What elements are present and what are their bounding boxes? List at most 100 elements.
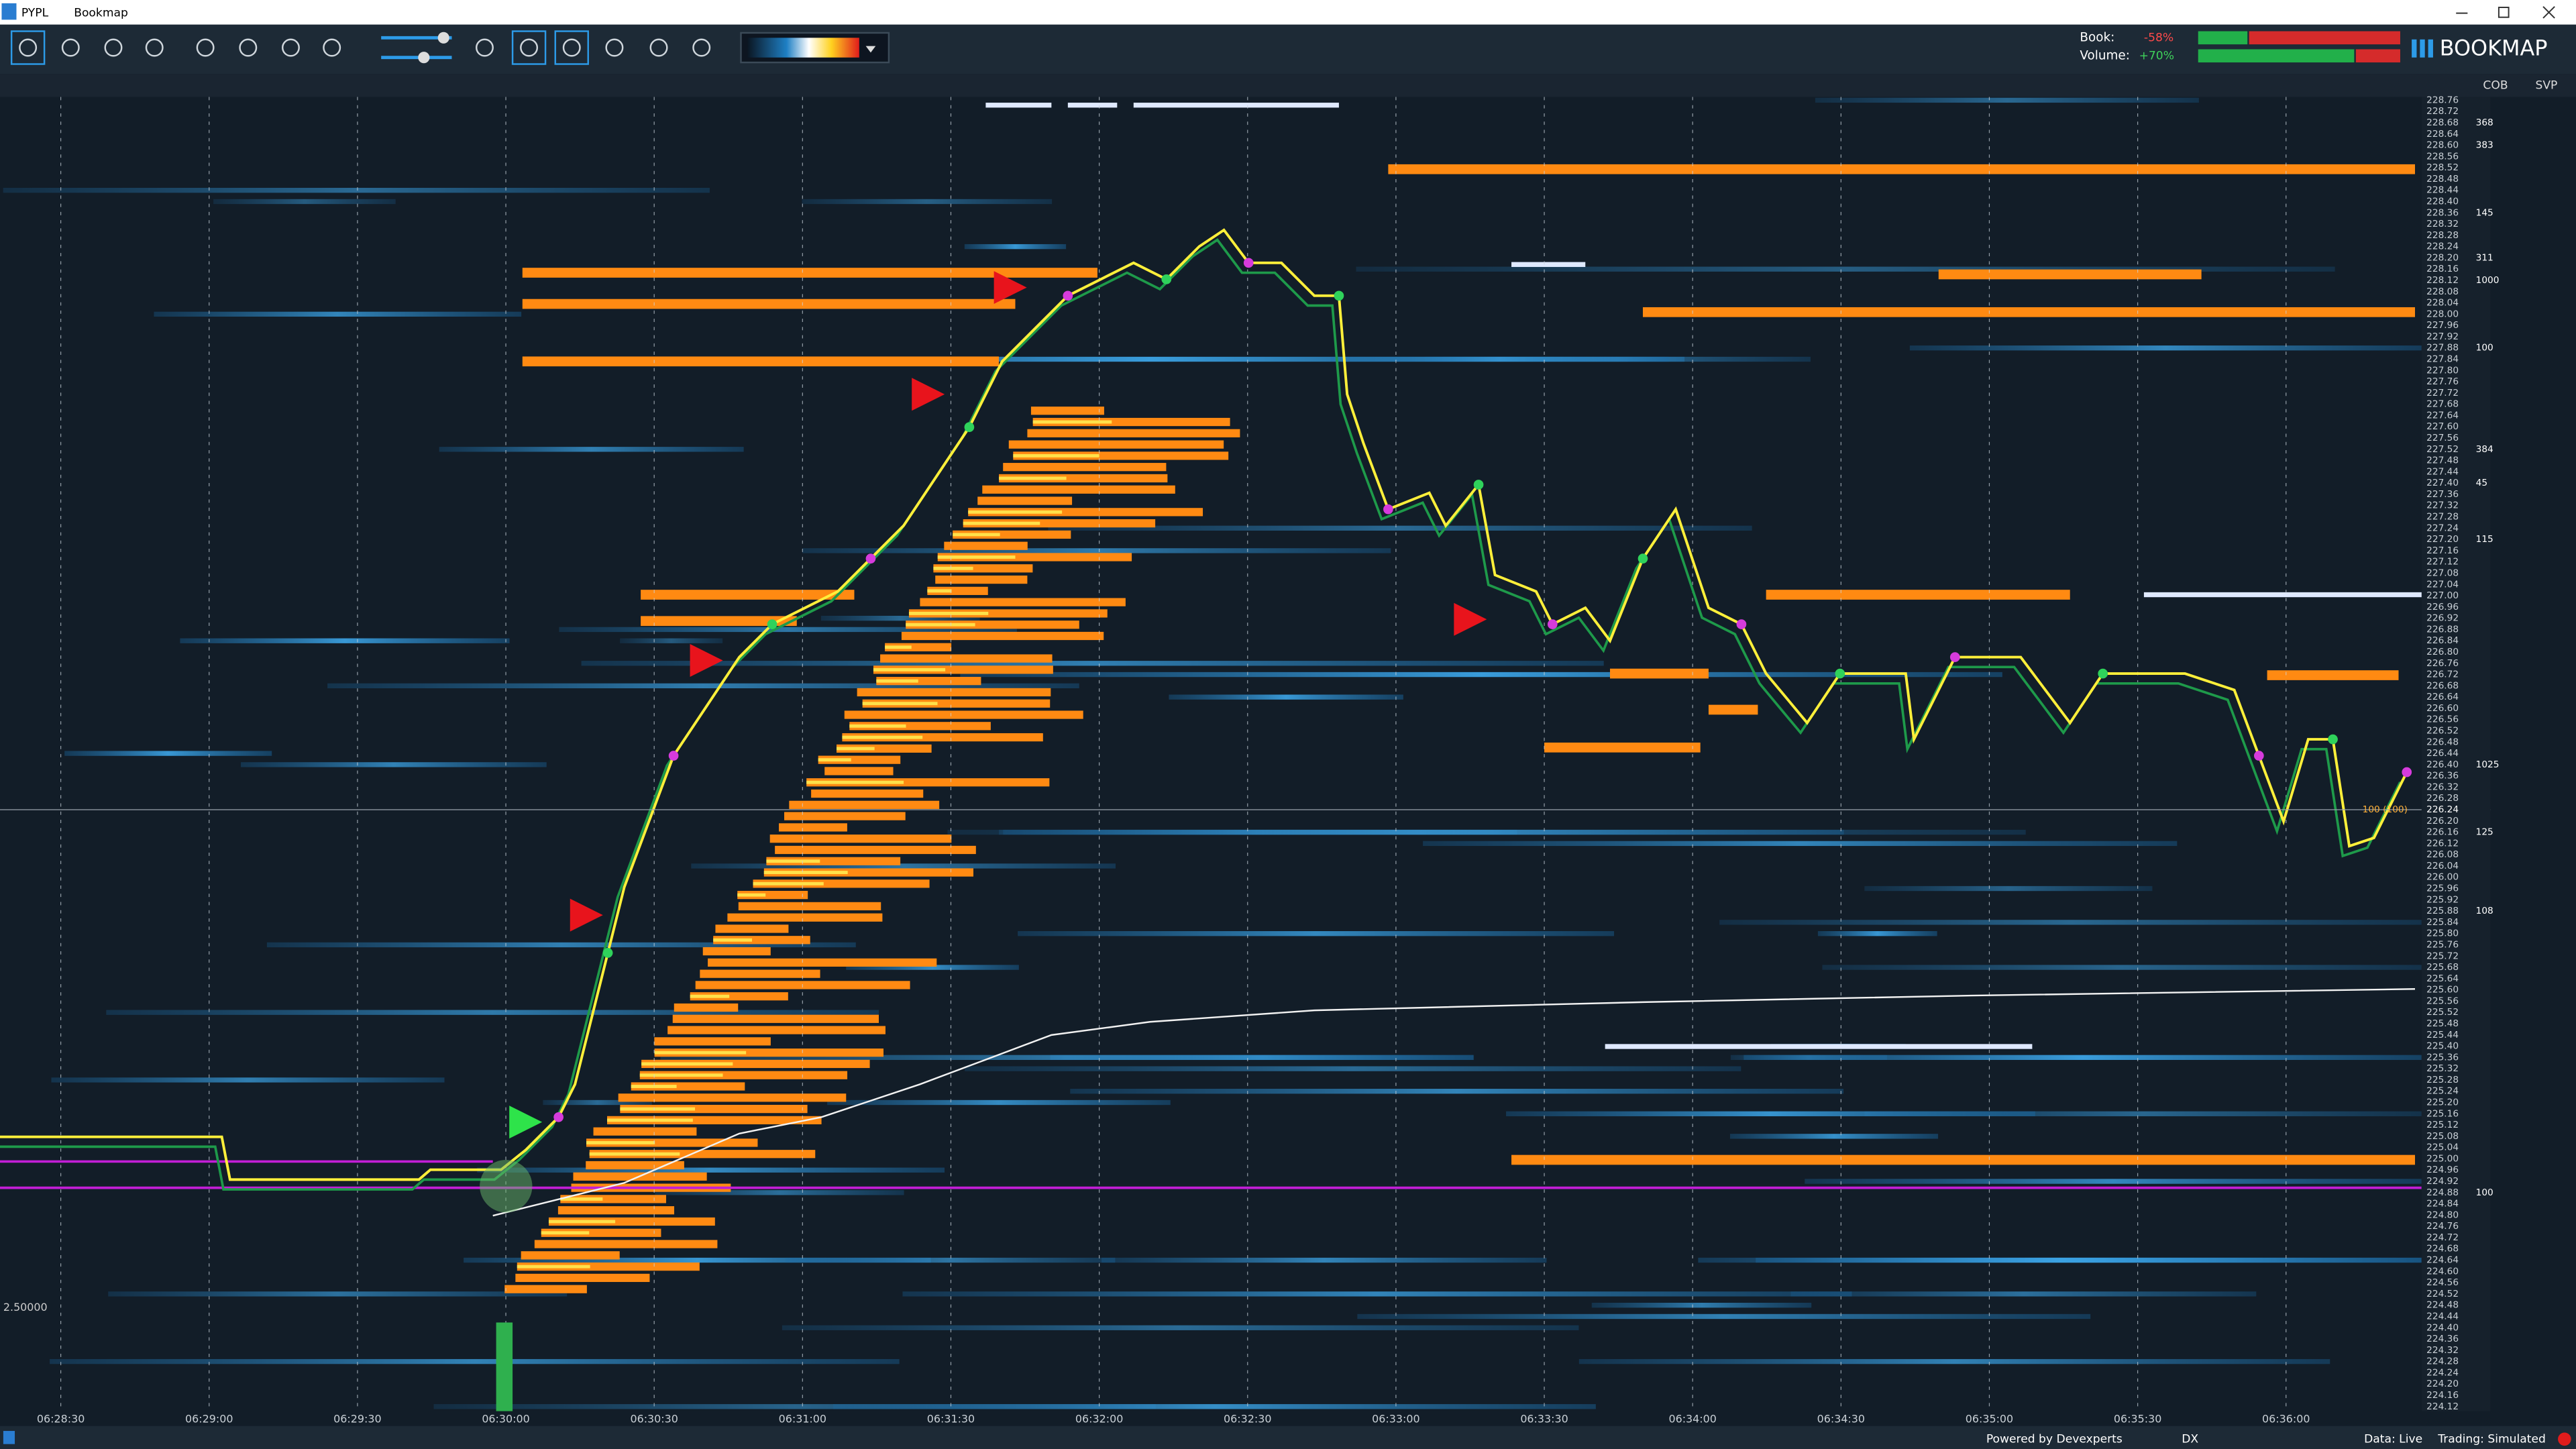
price-label: 226.80 xyxy=(2426,647,2459,657)
liquidity-level xyxy=(327,683,1079,689)
liquidity-level xyxy=(1805,1179,2422,1184)
liquidity-level xyxy=(1018,931,1615,936)
tool-button[interactable] xyxy=(19,38,38,57)
orange-liquidity xyxy=(1030,407,1104,415)
orange-liquidity xyxy=(557,1206,675,1215)
yellow-liquidity xyxy=(873,667,946,672)
price-label: 228.72 xyxy=(2426,106,2459,117)
orange-liquidity xyxy=(818,755,901,764)
orange-liquidity xyxy=(1027,429,1240,437)
orange-liquidity xyxy=(1003,463,1167,472)
price-label: 225.00 xyxy=(2426,1153,2459,1164)
price-label: 228.40 xyxy=(2426,196,2459,207)
orange-liquidity xyxy=(534,1240,718,1248)
tool-button[interactable] xyxy=(562,38,581,57)
price-label: 227.64 xyxy=(2426,410,2459,421)
liquidity-level xyxy=(1719,920,2422,925)
tool-button[interactable] xyxy=(605,38,624,57)
price-label: 228.24 xyxy=(2426,241,2459,252)
liquidity-level xyxy=(543,1099,652,1106)
price-label: 225.16 xyxy=(2426,1108,2459,1119)
slider-knob[interactable] xyxy=(437,32,449,44)
tool-button[interactable] xyxy=(282,38,300,57)
size-label: 100 xyxy=(2476,1187,2493,1198)
close-button[interactable] xyxy=(2542,6,2555,19)
price-label: 227.24 xyxy=(2426,523,2459,533)
trade-bubble xyxy=(480,1159,533,1213)
price-label: 225.36 xyxy=(2426,1052,2459,1063)
size-label: 368 xyxy=(2476,117,2493,128)
time-axis xyxy=(0,1411,2576,1426)
time-label: 06:31:00 xyxy=(779,1412,826,1425)
tool-button[interactable] xyxy=(520,38,539,57)
yellow-liquidity xyxy=(763,871,848,874)
price-label: 225.84 xyxy=(2426,917,2459,928)
price-label: 227.80 xyxy=(2426,365,2459,376)
time-label: 06:29:30 xyxy=(333,1412,381,1425)
tool-button[interactable] xyxy=(649,38,668,57)
price-label: 224.72 xyxy=(2426,1232,2459,1243)
yellow-liquidity xyxy=(690,994,730,998)
price-label: 224.64 xyxy=(2426,1255,2459,1266)
price-label: 227.04 xyxy=(2426,579,2459,590)
trade-dot xyxy=(2098,668,2108,679)
maximize-button[interactable] xyxy=(2498,7,2510,18)
orange-liquidity xyxy=(618,1093,847,1102)
price-label: 225.52 xyxy=(2426,1007,2459,1018)
price-label: 226.04 xyxy=(2426,861,2459,871)
price-label: 227.16 xyxy=(2426,545,2459,556)
slider-knob[interactable] xyxy=(418,52,430,64)
tool-button[interactable] xyxy=(196,38,215,57)
tool-button[interactable] xyxy=(475,38,494,57)
price-label: 226.84 xyxy=(2426,635,2459,646)
heatmap-area xyxy=(0,97,2422,1411)
svp-tab[interactable]: SVP xyxy=(2535,78,2557,92)
volume-sell-bar xyxy=(2355,49,2400,63)
liquidity-level xyxy=(614,356,1685,362)
size-label: 383 xyxy=(2476,140,2493,151)
window-controls xyxy=(2456,6,2555,19)
cob-tab[interactable]: COB xyxy=(2483,78,2508,92)
tool-button[interactable] xyxy=(692,38,711,57)
tool-button[interactable] xyxy=(145,38,164,57)
connection-indicator xyxy=(2558,1432,2571,1446)
book-value: -58% xyxy=(2144,31,2174,44)
liquidity-level xyxy=(691,863,1116,869)
liquidity-level xyxy=(1330,356,1669,362)
tool-button[interactable] xyxy=(104,38,123,57)
orange-liquidity xyxy=(880,654,1053,663)
yellow-liquidity xyxy=(1013,453,1099,458)
price-label: 225.32 xyxy=(2426,1063,2459,1074)
price-label: 228.56 xyxy=(2426,151,2459,162)
liquidity-level xyxy=(1698,1257,2422,1263)
orange-liquidity xyxy=(968,508,1203,517)
price-label: 227.72 xyxy=(2426,388,2459,398)
time-label: 06:30:00 xyxy=(482,1412,529,1425)
price-label: 227.12 xyxy=(2426,557,2459,568)
trade-dot xyxy=(553,1112,564,1122)
price-label: 227.20 xyxy=(2426,534,2459,545)
price-label: 228.08 xyxy=(2426,286,2459,297)
tool-button[interactable] xyxy=(239,38,258,57)
price-label: 224.16 xyxy=(2426,1390,2459,1401)
price-label: 225.44 xyxy=(2426,1030,2459,1040)
sell-marker xyxy=(994,271,1027,305)
tool-button[interactable] xyxy=(61,38,80,57)
orange-liquidity xyxy=(715,924,789,933)
last-price-line xyxy=(0,228,2408,1181)
time-label: 06:28:30 xyxy=(37,1412,85,1425)
yellow-liquidity xyxy=(906,623,975,627)
status-icon xyxy=(3,1431,15,1444)
status-bar xyxy=(0,1426,2576,1449)
orange-liquidity xyxy=(1642,307,2415,317)
toolbar xyxy=(0,24,2576,74)
dropdown-arrow[interactable] xyxy=(865,46,876,53)
price-label: 228.20 xyxy=(2426,252,2459,263)
trade-dot xyxy=(1949,652,1960,662)
liquidity-level xyxy=(154,311,522,317)
sell-marker xyxy=(690,644,723,677)
tool-button[interactable] xyxy=(323,38,341,57)
price-label: 224.44 xyxy=(2426,1311,2459,1322)
size-label: 145 xyxy=(2476,207,2493,218)
trade-dot xyxy=(1334,290,1344,301)
